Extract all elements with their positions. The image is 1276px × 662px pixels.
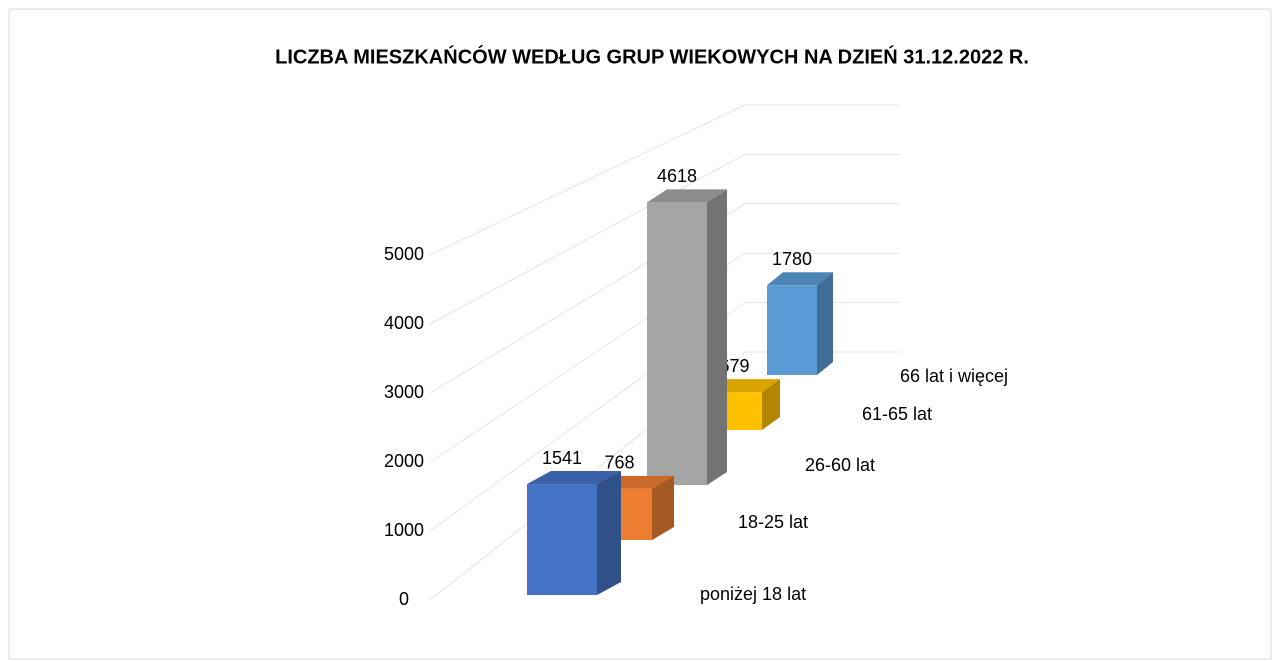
- y-tick-label: 4000: [384, 313, 424, 333]
- bar-top: [647, 189, 727, 203]
- bar-top: [767, 272, 833, 286]
- chart-title: LICZBA MIESZKAŃCÓW WEDŁUG GRUP WIEKOWYCH…: [275, 44, 1029, 68]
- grid-line: [429, 153, 746, 325]
- bar-side: [762, 379, 780, 430]
- grid-line: [429, 104, 746, 256]
- y-tick-label: 3000: [384, 382, 424, 402]
- value-label: 768: [604, 453, 634, 473]
- bar: [527, 484, 597, 595]
- value-label: 1780: [772, 249, 812, 269]
- category-label: 26-60 lat: [805, 455, 875, 475]
- bar-side: [817, 272, 833, 375]
- category-label: 61-65 lat: [862, 404, 932, 424]
- bar-side: [597, 471, 621, 595]
- bar-side: [707, 189, 727, 485]
- category-label: 18-25 lat: [738, 512, 808, 532]
- chart-frame: [8, 8, 1272, 660]
- bar-top: [527, 471, 621, 485]
- bar-side: [652, 475, 674, 540]
- y-tick-label: 5000: [384, 244, 424, 264]
- value-label: 4618: [657, 166, 697, 186]
- y-tick-label: 1000: [384, 520, 424, 540]
- category-label: poniżej 18 lat: [700, 584, 806, 604]
- y-tick-label: 2000: [384, 451, 424, 471]
- value-label: 1541: [542, 448, 582, 468]
- category-label: 66 lat i więcej: [900, 366, 1008, 386]
- bar: [767, 285, 817, 375]
- y-tick-label: 0: [399, 589, 409, 609]
- bar: [647, 202, 707, 485]
